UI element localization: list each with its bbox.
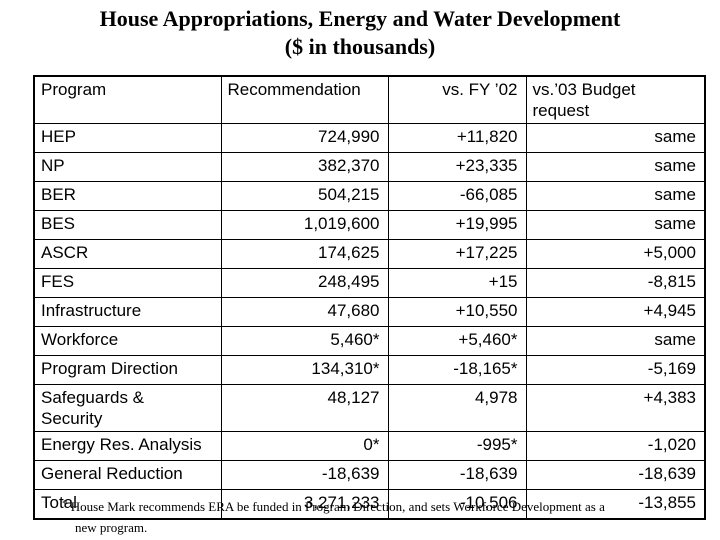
program-cell: Program Direction xyxy=(33,355,222,385)
vs-fy02-cell: +11,820 xyxy=(387,123,527,153)
vs-fy02-cell: -66,085 xyxy=(387,181,527,211)
table-row: Infrastructure 47,680 +10,550 +4,945 xyxy=(33,297,706,327)
vs-budget03-cell: -18,639 xyxy=(525,460,706,490)
table-row: NP 382,370 +23,335 same xyxy=(33,152,706,182)
vs-fy02-cell: -995* xyxy=(387,431,527,461)
program-cell: General Reduction xyxy=(33,460,222,490)
recommendation-cell: 248,495 xyxy=(220,268,389,298)
table-row: Energy Res. Analysis 0* -995* -1,020 xyxy=(33,431,706,461)
recommendation-cell: 382,370 xyxy=(220,152,389,182)
recommendation-cell: 47,680 xyxy=(220,297,389,327)
recommendation-cell: -18,639 xyxy=(220,460,389,490)
table-row: General Reduction -18,639 -18,639 -18,639 xyxy=(33,460,706,490)
program-cell: Energy Res. Analysis xyxy=(33,431,222,461)
table-row: BES 1,019,600 +19,995 same xyxy=(33,210,706,240)
vs-fy02-cell: +17,225 xyxy=(387,239,527,269)
vs-budget03-cell: +4,945 xyxy=(525,297,706,327)
table-row: BER 504,215 -66,085 same xyxy=(33,181,706,211)
recommendation-cell: 504,215 xyxy=(220,181,389,211)
vs-fy02-cell: +19,995 xyxy=(387,210,527,240)
table-row: ASCR 174,625 +17,225 +5,000 xyxy=(33,239,706,269)
program-cell: HEP xyxy=(33,123,222,153)
vs-budget03-cell: same xyxy=(525,326,706,356)
title-line-1: House Appropriations, Energy and Water D… xyxy=(99,6,621,31)
program-cell: BES xyxy=(33,210,222,240)
vs-fy02-cell: -18,639 xyxy=(387,460,527,490)
vs-budget03-cell: same xyxy=(525,181,706,211)
program-cell: Workforce xyxy=(33,326,222,356)
program-cell: FES xyxy=(33,268,222,298)
vs-fy02-cell: -10,506 xyxy=(387,489,527,519)
vs-budget03-cell: -5,169 xyxy=(525,355,706,385)
column-header-vs-03-budget-request: vs.’03 Budget request xyxy=(525,75,706,124)
recommendation-cell: 48,127 xyxy=(220,384,389,432)
table-row: Program Direction 134,310* -18,165* -5,169 xyxy=(33,355,706,385)
vs-fy02-cell: +10,550 xyxy=(387,297,527,327)
vs-budget03-cell: same xyxy=(525,152,706,182)
program-cell: NP xyxy=(33,152,222,182)
vs-budget03-cell: +4,383 xyxy=(525,384,706,432)
recommendation-cell: 724,990 xyxy=(220,123,389,153)
slide-title: House Appropriations, Energy and Water D… xyxy=(0,5,720,61)
vs-budget03-cell: -13,855 xyxy=(525,489,706,519)
recommendation-cell: 174,625 xyxy=(220,239,389,269)
program-cell: Total xyxy=(33,489,222,519)
budget-table: Program Recommendation vs. FY ’02 vs.’03… xyxy=(33,75,706,520)
header-row: Program Recommendation vs. FY ’02 vs.’03… xyxy=(33,75,706,124)
table-row: Total 3,271,233 -10,506 -13,855 xyxy=(33,489,706,519)
recommendation-cell: 0* xyxy=(220,431,389,461)
column-header-recommendation: Recommendation xyxy=(220,75,389,124)
table-body: HEP 724,990 +11,820 same NP 382,370 +23,335 sam… xyxy=(33,123,706,519)
table-row: FES 248,495 +15 -8,815 xyxy=(33,268,706,298)
vs-fy02-cell: +23,335 xyxy=(387,152,527,182)
program-cell: BER xyxy=(33,181,222,211)
table-row: Workforce 5,460* +5,460* same xyxy=(33,326,706,356)
recommendation-cell: 134,310* xyxy=(220,355,389,385)
table-row: Safeguards & Security 48,127 4,978 +4,383 xyxy=(33,384,706,432)
program-cell: Infrastructure xyxy=(33,297,222,327)
recommendation-cell: 1,019,600 xyxy=(220,210,389,240)
vs-fy02-cell: +15 xyxy=(387,268,527,298)
table-row: HEP 724,990 +11,820 same xyxy=(33,123,706,153)
title-line-2: ($ in thousands) xyxy=(284,34,436,59)
program-cell: Safeguards & Security xyxy=(33,384,222,432)
vs-fy02-cell: 4,978 xyxy=(387,384,527,432)
vs-fy02-cell: +5,460* xyxy=(387,326,527,356)
vs-budget03-cell: same xyxy=(525,123,706,153)
vs-budget03-cell: -1,020 xyxy=(525,431,706,461)
recommendation-cell: 3,271,233 xyxy=(220,489,389,519)
vs-budget03-cell: -8,815 xyxy=(525,268,706,298)
vs-fy02-cell: -18,165* xyxy=(387,355,527,385)
column-header-program: Program xyxy=(33,75,222,124)
program-cell: ASCR xyxy=(33,239,222,269)
column-header-vs-fy02: vs. FY ’02 xyxy=(387,75,527,124)
vs-budget03-cell: same xyxy=(525,210,706,240)
footnote-line-2: new program. xyxy=(75,520,148,535)
vs-budget03-cell: +5,000 xyxy=(525,239,706,269)
recommendation-cell: 5,460* xyxy=(220,326,389,356)
